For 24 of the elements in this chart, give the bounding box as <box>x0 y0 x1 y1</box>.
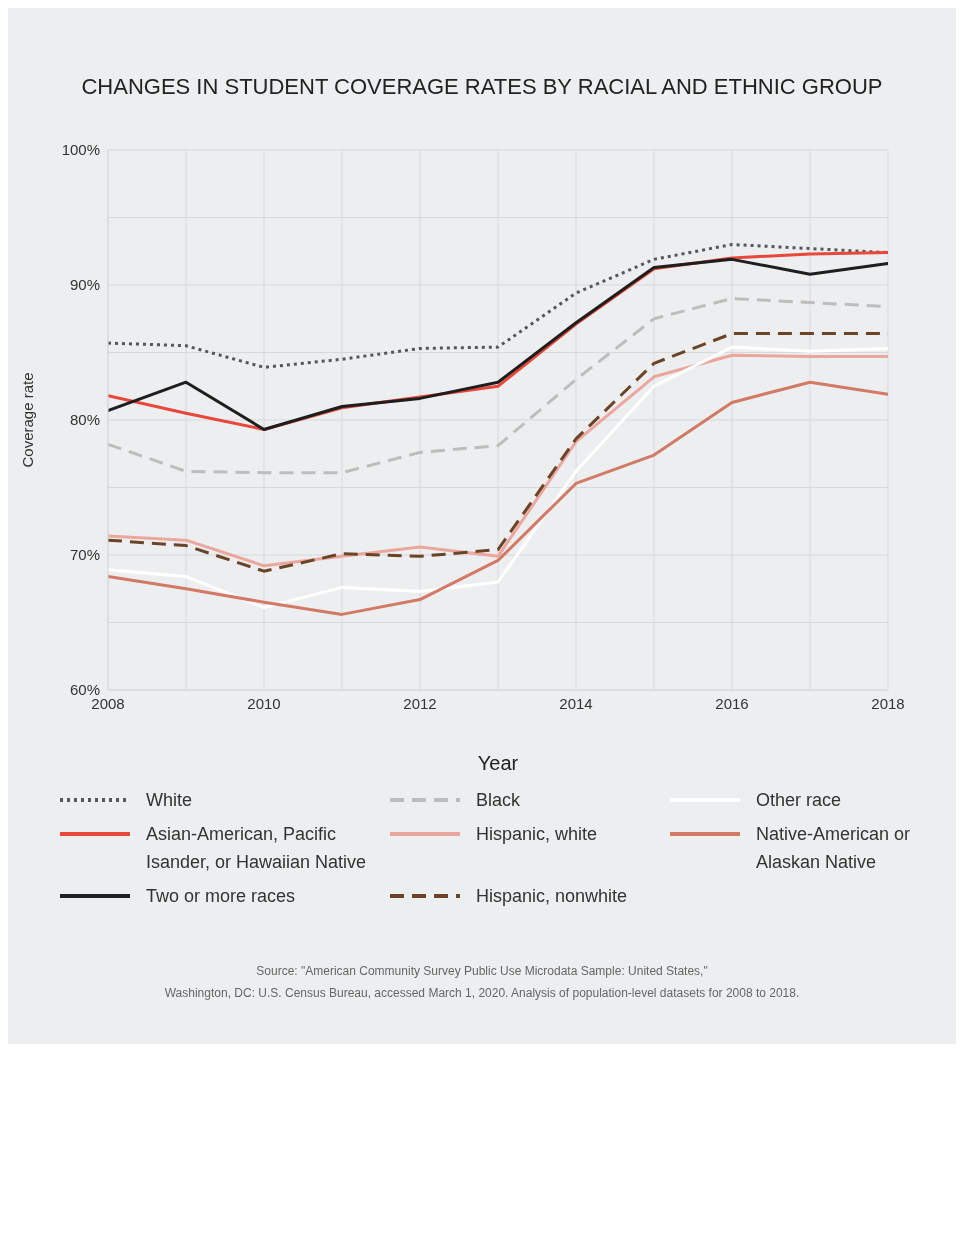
legend-label: Hispanic, white <box>476 823 599 846</box>
line-series <box>108 345 888 610</box>
line-series <box>108 380 888 616</box>
legend-label: Native-American or Alaskan Native <box>756 823 912 874</box>
text: Washington, DC: U.S. Census Bureau, accessed March 1, 2020. Analysis of population-level datasets for 2008 to 2018. <box>163 985 801 1002</box>
legend-label: Asian-American, Pacific Isander, or Hawaiian Native <box>146 823 368 874</box>
legend-label: Other race <box>756 789 843 812</box>
legend-label: Hispanic, nonwhite <box>476 885 629 908</box>
x-tick-label: 2016 <box>715 694 749 712</box>
y-axis-title: Coverage rate <box>19 372 37 468</box>
x-tick-label: 2018 <box>871 694 905 712</box>
legend-label: White <box>146 789 193 812</box>
x-tick-label: 2014 <box>559 694 593 712</box>
x-tick-label: 2010 <box>247 694 281 712</box>
y-tick-label: 80% <box>69 411 100 429</box>
x-tick-label: 2012 <box>403 694 437 712</box>
legend-label: Two or more races <box>146 885 297 908</box>
chart-title: CHANGES IN STUDENT COVERAGE RATES BY RACIAL AND ETHNIC GROUP <box>80 73 884 101</box>
x-axis-title: Year <box>477 752 519 774</box>
legend-label: Black <box>476 789 521 812</box>
y-tick-label: 100% <box>61 141 100 159</box>
y-tick-label: 70% <box>69 546 100 564</box>
source-note: Source: "American Community Survey Public Use Microdata Sample: United States," <box>255 963 709 980</box>
y-tick-label: 90% <box>69 276 100 294</box>
